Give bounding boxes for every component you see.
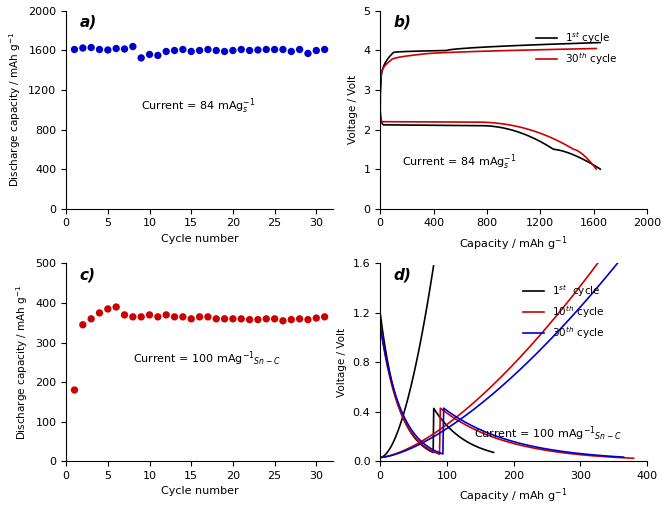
Point — [111, 45, 122, 53]
Point — [152, 51, 163, 59]
X-axis label: Capacity / mAh g$^{-1}$: Capacity / mAh g$^{-1}$ — [460, 234, 568, 252]
Point — [128, 42, 138, 51]
Point — [178, 313, 188, 321]
Point — [86, 44, 96, 52]
Y-axis label: Voltage / Volt: Voltage / Volt — [348, 75, 358, 144]
Point — [319, 313, 330, 321]
Point — [111, 303, 122, 311]
Point — [211, 315, 222, 323]
Point — [178, 46, 188, 54]
Legend: 1$^{st}$ cycle, 30$^{th}$ cycle: 1$^{st}$ cycle, 30$^{th}$ cycle — [532, 26, 623, 71]
Point — [244, 47, 255, 55]
X-axis label: Capacity / mAh g$^{-1}$: Capacity / mAh g$^{-1}$ — [460, 486, 568, 505]
Legend: 1$^{st}$  cycle, 10$^{th}$ cycle, 30$^{th}$ cycle: 1$^{st}$ cycle, 10$^{th}$ cycle, 30$^{th… — [519, 279, 609, 345]
Point — [202, 313, 213, 321]
Point — [319, 46, 330, 54]
Point — [94, 309, 105, 317]
Text: d): d) — [393, 267, 411, 282]
Point — [77, 44, 88, 52]
Point — [253, 315, 263, 324]
Text: Current = 100 mAg$^{-1}$$_{Sn-C}$: Current = 100 mAg$^{-1}$$_{Sn-C}$ — [474, 424, 621, 443]
Text: Current = 100 mAg$^{-1}$$_{Sn-C}$: Current = 100 mAg$^{-1}$$_{Sn-C}$ — [133, 349, 281, 368]
Point — [236, 315, 246, 323]
Point — [152, 313, 163, 321]
Point — [278, 46, 289, 54]
Point — [295, 46, 305, 54]
Point — [286, 315, 297, 324]
Text: Current = 84 mAg$_s^{-1}$: Current = 84 mAg$_s^{-1}$ — [141, 97, 256, 116]
Point — [69, 386, 80, 394]
Point — [269, 315, 280, 323]
Point — [136, 54, 146, 62]
Y-axis label: Discharge capacity / mAh g$^{-1}$: Discharge capacity / mAh g$^{-1}$ — [7, 32, 23, 187]
Y-axis label: Discharge capacity / mAh g$^{-1}$: Discharge capacity / mAh g$^{-1}$ — [14, 285, 30, 440]
Point — [311, 47, 321, 55]
Point — [286, 48, 297, 56]
Point — [278, 317, 289, 325]
Point — [303, 49, 313, 57]
Point — [128, 313, 138, 321]
Point — [186, 48, 196, 56]
Point — [244, 315, 255, 324]
Point — [261, 315, 272, 323]
Point — [202, 46, 213, 54]
Text: b): b) — [393, 15, 411, 30]
Point — [86, 315, 96, 323]
Point — [261, 46, 272, 54]
Point — [219, 315, 230, 323]
Point — [169, 47, 180, 55]
Point — [253, 46, 263, 54]
Point — [211, 47, 222, 55]
Point — [102, 305, 113, 313]
Point — [194, 47, 205, 55]
Text: c): c) — [79, 267, 96, 282]
Point — [169, 313, 180, 321]
Point — [194, 313, 205, 321]
Point — [186, 315, 196, 323]
Point — [161, 48, 172, 56]
Point — [94, 46, 105, 54]
X-axis label: Cycle number: Cycle number — [161, 234, 238, 244]
Text: Current = 84 mAg$_s^{-1}$: Current = 84 mAg$_s^{-1}$ — [401, 152, 516, 172]
Point — [136, 313, 146, 321]
Point — [102, 46, 113, 54]
Point — [236, 46, 246, 54]
Point — [77, 321, 88, 329]
Point — [144, 50, 155, 58]
Point — [269, 46, 280, 54]
Point — [69, 46, 80, 54]
Point — [228, 47, 238, 55]
Point — [228, 315, 238, 323]
Point — [219, 48, 230, 56]
Point — [295, 315, 305, 323]
Point — [303, 315, 313, 324]
Point — [311, 314, 321, 322]
Point — [119, 311, 130, 319]
X-axis label: Cycle number: Cycle number — [161, 486, 238, 497]
Y-axis label: Voltage / Volt: Voltage / Volt — [337, 328, 347, 397]
Point — [161, 311, 172, 319]
Point — [144, 311, 155, 319]
Point — [119, 45, 130, 53]
Text: a): a) — [79, 15, 97, 30]
